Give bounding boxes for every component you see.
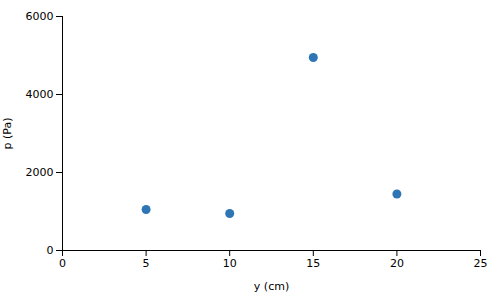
svg-text:y (cm): y (cm) [254, 280, 289, 292]
svg-text:0: 0 [47, 244, 54, 257]
svg-text:15: 15 [306, 257, 320, 270]
svg-text:0: 0 [59, 257, 66, 270]
svg-text:5: 5 [143, 257, 150, 270]
svg-text:20: 20 [390, 257, 404, 270]
svg-text:p (Pa): p (Pa) [1, 118, 14, 150]
svg-text:10: 10 [223, 257, 237, 270]
svg-text:6000: 6000 [26, 10, 54, 23]
svg-text:2000: 2000 [26, 166, 54, 179]
svg-text:25: 25 [474, 257, 488, 270]
svg-text:4000: 4000 [26, 88, 54, 101]
